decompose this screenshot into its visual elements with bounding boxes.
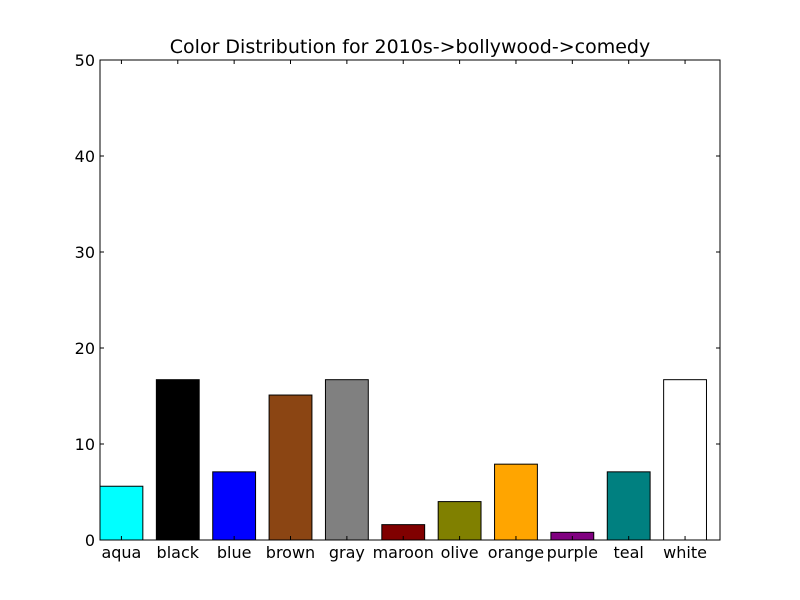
bar-brown <box>268 394 313 541</box>
chart-title: Color Distribution for 2010s->bollywood-… <box>170 36 650 58</box>
bars-layer <box>99 379 707 541</box>
plot-area-frame <box>99 59 721 541</box>
x-tick-label-orange: orange <box>488 543 544 562</box>
y-tick-label-0: 0 <box>85 531 95 550</box>
x-tick-label-purple: purple <box>547 543 598 562</box>
x-tick-label-olive: olive <box>441 543 479 562</box>
bar-teal <box>606 471 651 541</box>
ticks-layer: aqua black blue brown gray maroon olive orange p… <box>75 51 720 562</box>
bar-olive <box>437 501 482 541</box>
x-tick-label-brown: brown <box>266 543 315 562</box>
bar-white <box>663 379 707 541</box>
x-tick-label-gray: gray <box>329 543 365 562</box>
y-tick-label-20: 20 <box>75 339 95 358</box>
x-tick-label-black: black <box>157 543 200 562</box>
bar-black <box>155 379 200 541</box>
bar-blue <box>212 471 257 541</box>
y-tick-label-50: 50 <box>75 51 95 70</box>
x-tick-label-aqua: aqua <box>101 543 141 562</box>
y-tick-label-30: 30 <box>75 243 95 262</box>
y-tick-label-10: 10 <box>75 435 95 454</box>
x-tick-label-blue: blue <box>217 543 252 562</box>
x-tick-label-maroon: maroon <box>373 543 434 562</box>
x-tick-label-teal: teal <box>614 543 644 562</box>
bar-aqua <box>99 485 144 541</box>
bar-gray <box>324 379 369 541</box>
bar-orange <box>494 463 538 541</box>
y-tick-label-40: 40 <box>75 147 95 166</box>
x-tick-label-white: white <box>663 543 707 562</box>
